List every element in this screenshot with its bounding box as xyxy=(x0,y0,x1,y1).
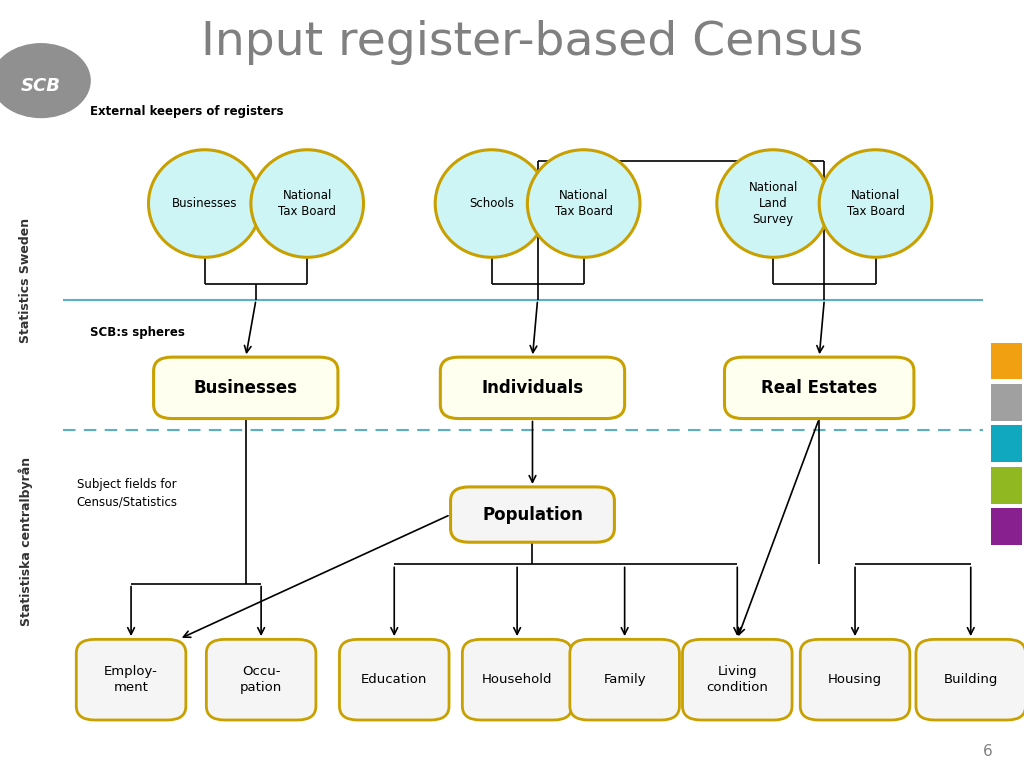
Text: Education: Education xyxy=(361,674,427,686)
Text: Population: Population xyxy=(482,505,583,524)
Text: Housing: Housing xyxy=(828,674,882,686)
FancyBboxPatch shape xyxy=(991,425,1022,462)
FancyBboxPatch shape xyxy=(682,639,793,720)
FancyBboxPatch shape xyxy=(569,639,680,720)
FancyBboxPatch shape xyxy=(463,639,571,720)
FancyBboxPatch shape xyxy=(340,639,449,720)
Ellipse shape xyxy=(148,150,261,257)
Ellipse shape xyxy=(819,150,932,257)
Ellipse shape xyxy=(251,150,364,257)
FancyBboxPatch shape xyxy=(991,343,1022,379)
Text: Real Estates: Real Estates xyxy=(761,379,878,397)
Text: Household: Household xyxy=(482,674,552,686)
Text: Businesses: Businesses xyxy=(172,197,238,210)
Text: 6: 6 xyxy=(983,743,993,759)
Text: National
Land
Survey: National Land Survey xyxy=(749,181,798,226)
FancyBboxPatch shape xyxy=(725,357,914,419)
FancyBboxPatch shape xyxy=(207,639,315,720)
Text: SCB: SCB xyxy=(20,77,61,95)
FancyBboxPatch shape xyxy=(915,639,1024,720)
Ellipse shape xyxy=(717,150,829,257)
Circle shape xyxy=(0,44,90,118)
Text: National
Tax Board: National Tax Board xyxy=(555,189,612,218)
Text: Employ-
ment: Employ- ment xyxy=(104,665,158,694)
Ellipse shape xyxy=(527,150,640,257)
Text: Subject fields for
Census/Statistics: Subject fields for Census/Statistics xyxy=(77,478,178,508)
Text: External keepers of registers: External keepers of registers xyxy=(90,105,284,118)
Ellipse shape xyxy=(435,150,548,257)
Text: Occu-
pation: Occu- pation xyxy=(240,665,283,694)
Text: Businesses: Businesses xyxy=(194,379,298,397)
FancyBboxPatch shape xyxy=(801,639,909,720)
Text: SCB:s spheres: SCB:s spheres xyxy=(90,326,185,339)
Text: Input register-based Census: Input register-based Census xyxy=(202,20,863,65)
Text: Family: Family xyxy=(603,674,646,686)
Text: National
Tax Board: National Tax Board xyxy=(279,189,336,218)
FancyBboxPatch shape xyxy=(154,357,338,419)
FancyBboxPatch shape xyxy=(991,384,1022,421)
FancyBboxPatch shape xyxy=(440,357,625,419)
Text: National
Tax Board: National Tax Board xyxy=(847,189,904,218)
Text: Schools: Schools xyxy=(469,197,514,210)
Text: Individuals: Individuals xyxy=(481,379,584,397)
FancyBboxPatch shape xyxy=(991,508,1022,545)
Text: Living
condition: Living condition xyxy=(707,665,768,694)
Text: Statistics Sweden: Statistics Sweden xyxy=(19,218,32,343)
Text: Building: Building xyxy=(943,674,998,686)
FancyBboxPatch shape xyxy=(991,467,1022,504)
Text: Statistiska centralbyrån: Statistiska centralbyrån xyxy=(18,457,33,626)
FancyBboxPatch shape xyxy=(77,639,186,720)
FancyBboxPatch shape xyxy=(451,487,614,542)
